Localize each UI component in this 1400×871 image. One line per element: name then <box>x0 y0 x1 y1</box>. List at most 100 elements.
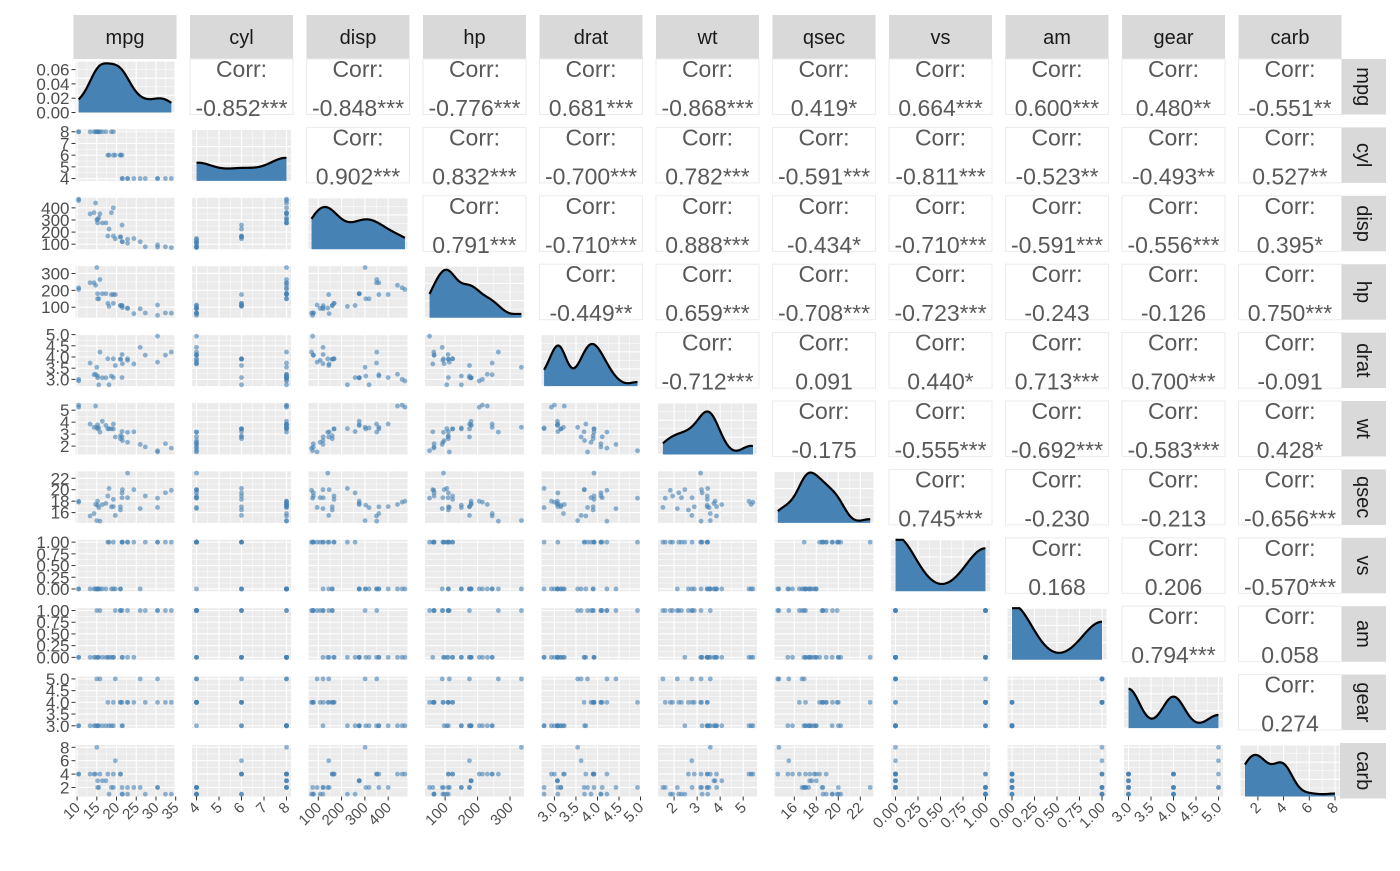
data-point <box>284 676 289 682</box>
y-tick-label: 300 <box>41 211 69 230</box>
data-point <box>284 654 289 660</box>
data-point <box>801 608 807 613</box>
y-tick-label: 300 <box>41 264 69 283</box>
data-point <box>823 771 829 777</box>
data-point <box>458 373 464 379</box>
data-point <box>239 723 244 729</box>
data-point <box>445 586 451 592</box>
data-point <box>598 791 604 797</box>
data-point <box>163 352 168 358</box>
data-point <box>76 586 82 592</box>
y-tick-label: 8 <box>60 738 69 757</box>
corr-value: -0.852*** <box>195 95 287 121</box>
corr-label: Corr: <box>1264 261 1315 287</box>
data-point <box>374 654 379 660</box>
data-point <box>399 586 405 592</box>
data-point <box>458 426 464 432</box>
x-tick-label: 18 <box>799 799 823 823</box>
data-point <box>103 501 109 506</box>
data-point <box>458 586 464 592</box>
data-point <box>142 352 148 358</box>
data-point <box>599 539 605 545</box>
data-point <box>95 373 100 379</box>
data-point <box>575 518 581 524</box>
corr-value: 0.782*** <box>665 163 749 189</box>
data-point <box>775 771 781 777</box>
data-point <box>439 506 445 511</box>
data-point <box>682 654 688 660</box>
data-point <box>320 586 326 592</box>
data-point <box>194 723 199 729</box>
data-point <box>604 791 610 797</box>
data-point <box>1099 758 1105 764</box>
data-point <box>118 586 123 592</box>
data-point <box>445 375 451 380</box>
data-point <box>427 785 432 790</box>
data-point <box>441 438 447 443</box>
data-point <box>704 497 710 502</box>
data-point <box>823 791 829 797</box>
column-strip-bg <box>772 15 876 59</box>
panel-background <box>75 745 175 797</box>
data-point <box>495 518 501 524</box>
y-tick-label: 4.0 <box>46 693 70 712</box>
data-point <box>87 280 93 286</box>
data-point <box>94 744 100 750</box>
data-point <box>893 758 898 764</box>
data-point <box>239 226 244 232</box>
data-point <box>445 490 451 496</box>
data-point <box>983 654 988 660</box>
corr-panel-frame <box>1121 468 1226 526</box>
data-point <box>155 312 160 318</box>
data-point <box>1009 723 1015 729</box>
row-strip-label: disp <box>1352 205 1374 242</box>
data-point <box>125 495 130 501</box>
panel-wt-cyl <box>192 402 291 455</box>
data-point <box>125 699 130 705</box>
data-point <box>239 382 244 388</box>
data-point <box>95 291 100 297</box>
data-point <box>76 402 82 408</box>
data-point <box>445 434 451 440</box>
data-point <box>689 513 695 518</box>
data-point <box>155 495 160 501</box>
panel-vs-disp <box>308 539 408 592</box>
data-point <box>660 505 666 510</box>
data-point <box>685 699 691 705</box>
row-strip-bg <box>1340 264 1386 320</box>
data-point <box>120 361 125 367</box>
column-strip-vs: vs <box>889 15 992 59</box>
data-point <box>599 699 605 705</box>
data-point <box>119 785 125 790</box>
data-point <box>705 486 711 491</box>
panel-qsec-drat <box>541 470 642 524</box>
corr-label: Corr: <box>798 124 849 150</box>
panel-carb-gear <box>1124 744 1223 797</box>
corr-label: Corr: <box>798 398 849 424</box>
data-point <box>95 296 100 302</box>
data-point <box>284 349 289 355</box>
x-tick-label: 2 <box>1247 799 1265 817</box>
data-point <box>110 129 116 135</box>
corr-value: 0.600*** <box>1015 95 1099 121</box>
data-point <box>820 785 826 790</box>
data-point <box>450 356 455 362</box>
panel-cyl-gear: Corr: -0.493** <box>1121 124 1226 189</box>
data-point <box>362 676 368 682</box>
data-point <box>698 785 703 790</box>
corr-label: Corr: <box>565 261 616 287</box>
corr-panel-frame <box>1121 58 1226 115</box>
data-point <box>468 498 474 504</box>
panel-drat-wt: Corr: -0.712*** <box>655 330 760 395</box>
data-point <box>519 676 524 682</box>
corr-value: -0.091 <box>1257 369 1322 395</box>
data-point <box>699 723 705 729</box>
data-point <box>93 771 99 777</box>
data-point <box>103 291 109 297</box>
data-point <box>155 242 160 248</box>
data-point <box>163 310 168 316</box>
data-point <box>458 382 464 388</box>
x-tick-label: 16 <box>777 799 801 823</box>
corr-panel-frame <box>772 58 876 115</box>
